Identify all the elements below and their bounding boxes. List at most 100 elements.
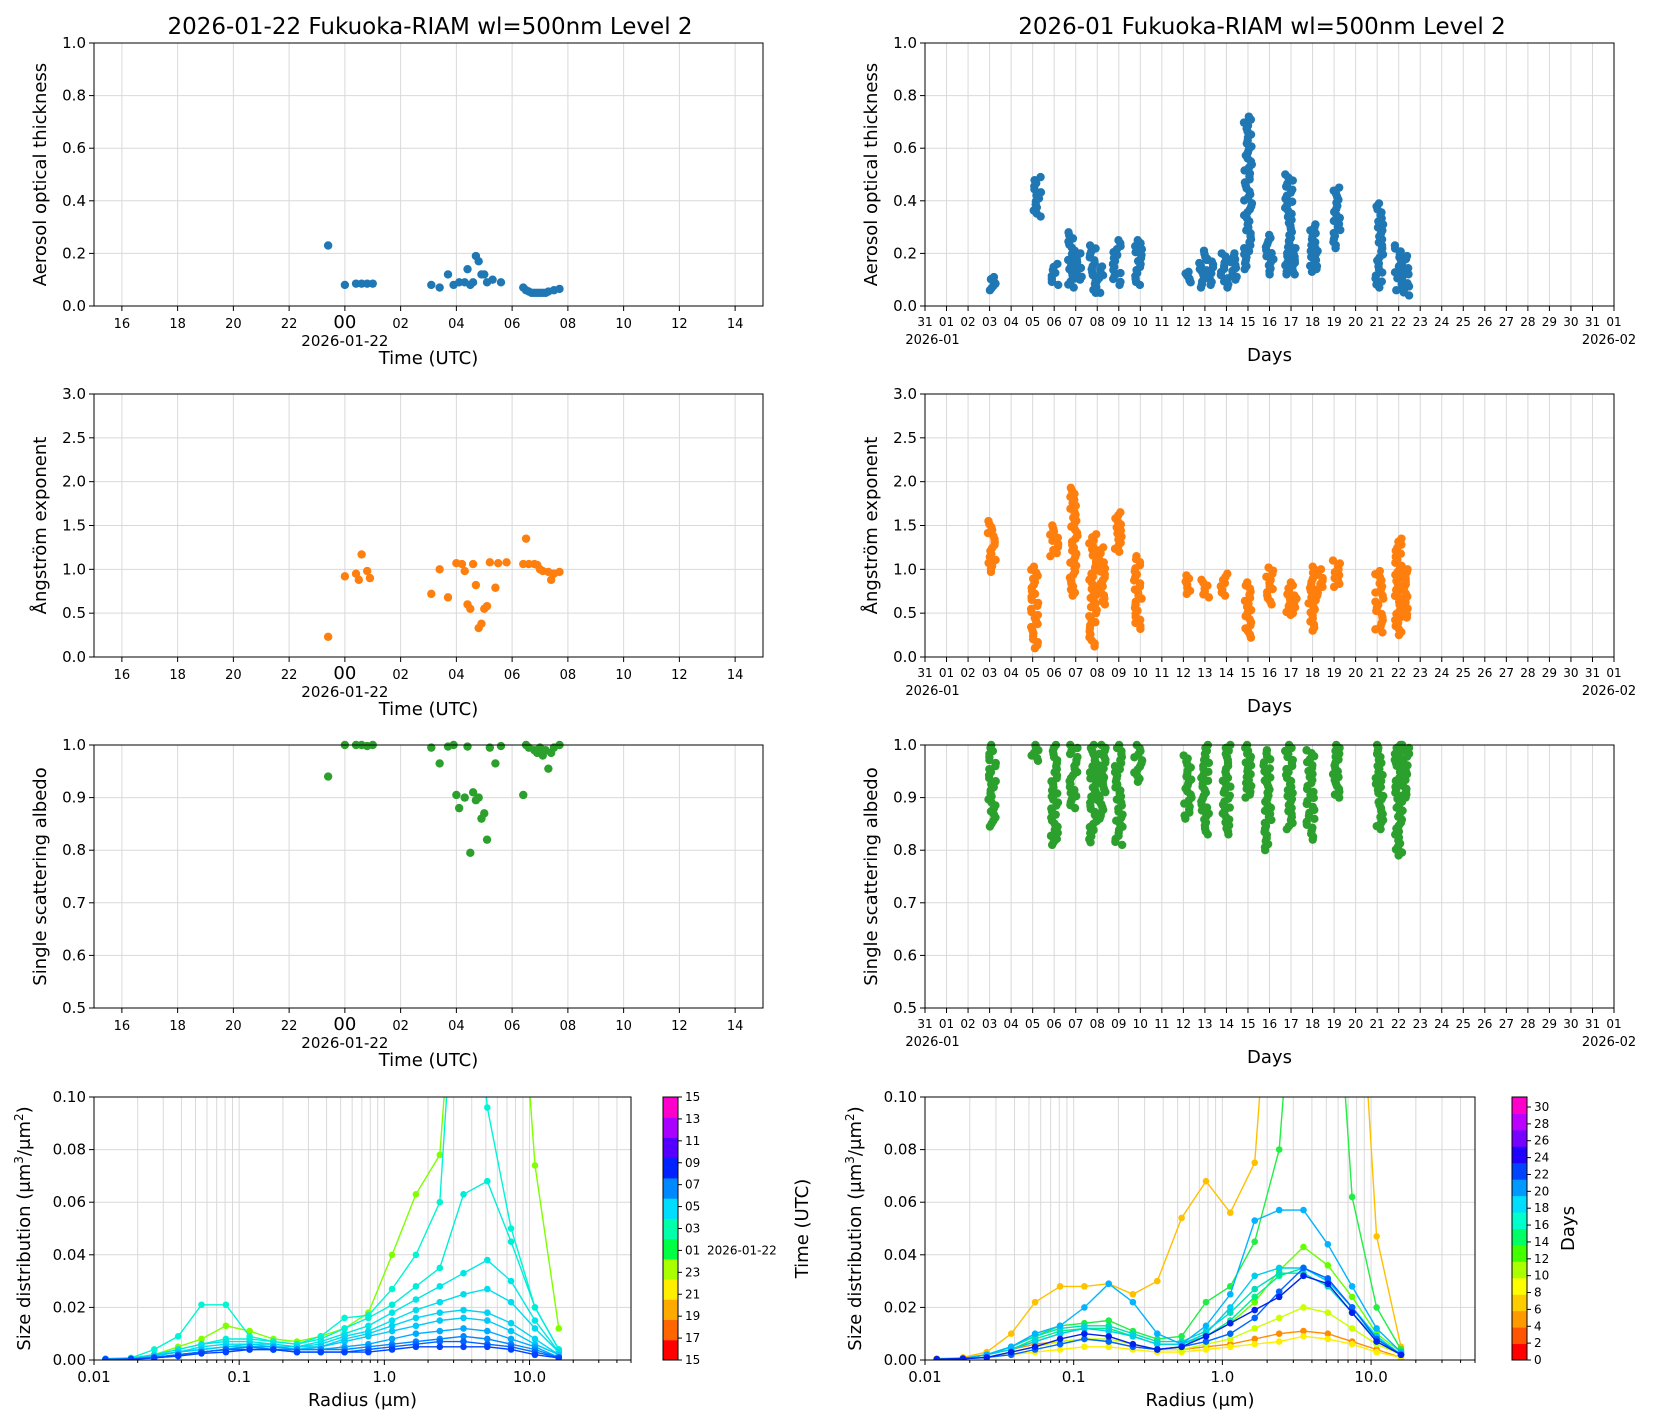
- x-tick-label: 06: [504, 1019, 521, 1034]
- x-tick-label: 16: [114, 668, 131, 683]
- series-point: [555, 1325, 563, 1332]
- series-point: [412, 1296, 420, 1303]
- series-point: [1081, 1330, 1088, 1337]
- series-point: [222, 1322, 230, 1330]
- series-point: [1031, 1330, 1039, 1337]
- x-tick-label: 10: [1133, 315, 1148, 329]
- x-date-left: 2026-01: [905, 333, 959, 348]
- data-points: [323, 241, 564, 298]
- x-tick-label: 27: [1499, 1017, 1514, 1031]
- series-point: [1348, 1309, 1356, 1316]
- series-line: [936, 1209, 1402, 1360]
- series-point: [341, 1314, 348, 1322]
- data-point: [1281, 746, 1290, 756]
- y-tick-label: 0.04: [53, 1246, 86, 1264]
- series-point: [507, 1238, 515, 1245]
- y-tick-label: 0.02: [53, 1298, 86, 1316]
- data-point: [1137, 756, 1147, 765]
- data-point: [457, 559, 467, 569]
- y-tick-label: 1.0: [893, 736, 917, 754]
- data-point: [1116, 508, 1125, 517]
- data-point: [1243, 578, 1252, 587]
- data-point: [474, 257, 483, 266]
- series-point: [102, 1356, 109, 1360]
- series-point: [436, 1198, 444, 1206]
- colorbar-segment: [1512, 1327, 1527, 1345]
- series-point: [1202, 1333, 1210, 1340]
- series-point: [1007, 1348, 1015, 1356]
- series-point: [1348, 1293, 1356, 1301]
- series-point: [150, 1346, 158, 1353]
- x-tick-label: 13: [1197, 666, 1212, 680]
- daily-aot-chart: 16 18 20 22 00 02 04 06 08 10 12 14 2026-01-22 0.0 0.2…: [30, 34, 764, 369]
- series-point: [388, 1285, 396, 1293]
- x-tick-label: 21: [1370, 1017, 1385, 1031]
- plot-frame: [93, 393, 764, 658]
- data-point: [1311, 585, 1321, 594]
- data-point: [493, 558, 503, 568]
- data-point: [1391, 782, 1400, 791]
- series-point: [1031, 1338, 1039, 1345]
- series-point: [1226, 1335, 1234, 1343]
- colorbar-segment: [663, 1177, 678, 1199]
- series-point: [460, 1269, 467, 1277]
- data-point: [482, 601, 492, 611]
- series-point: [1105, 1343, 1113, 1351]
- y-tick-label: 0.7: [893, 894, 917, 912]
- x-tick-label: 08: [560, 668, 577, 683]
- series-point: [460, 1325, 467, 1332]
- series-point: [1251, 1340, 1259, 1348]
- data-point: [1064, 255, 1073, 265]
- series-point: [1202, 1338, 1210, 1345]
- data-point: [1217, 249, 1226, 258]
- data-point: [491, 759, 500, 768]
- series-point: [1275, 1330, 1283, 1337]
- x-axis-label: Radius (μm): [1145, 1390, 1254, 1411]
- data-point: [471, 580, 481, 590]
- data-point: [354, 575, 364, 585]
- data-point: [1309, 787, 1318, 797]
- x-tick-label: 17: [1283, 315, 1298, 329]
- plot-frame: [924, 744, 1615, 1009]
- data-point: [427, 743, 436, 752]
- series-point: [460, 1314, 467, 1322]
- series-point: [1251, 1325, 1259, 1332]
- data-point: [323, 772, 333, 781]
- data-point: [463, 264, 472, 274]
- x-tick-label: 08: [1090, 1017, 1105, 1031]
- x-tick-label: 21: [1370, 315, 1385, 329]
- colorbar-segment: [1512, 1212, 1527, 1229]
- y-tick-label: 0.0: [62, 648, 86, 666]
- colorbar-tick-label: 14: [1534, 1235, 1549, 1249]
- series-point: [1153, 1340, 1161, 1348]
- x-tick-label: 10: [615, 1019, 632, 1034]
- x-date-right: 2026-02: [1582, 1035, 1636, 1050]
- data-point: [1403, 263, 1413, 273]
- x-tick-label: 23: [1413, 1017, 1428, 1031]
- data-point: [435, 759, 444, 768]
- x-tick-label: 30: [1563, 666, 1578, 680]
- series-point: [1251, 1298, 1259, 1306]
- data-point: [1239, 118, 1249, 127]
- series-point: [959, 1355, 967, 1360]
- colorbar-tick-label: 13: [685, 1112, 700, 1126]
- y-tick-label: 0.5: [893, 999, 917, 1017]
- y-tick-label: 0.08: [884, 1141, 917, 1159]
- right-title: 2026-01 Fukuoka-RIAM wl=500nm Level 2: [1018, 14, 1506, 40]
- series-point: [1275, 1314, 1283, 1322]
- series-point: [1007, 1343, 1015, 1351]
- x-tick-label: 02: [392, 668, 409, 683]
- series-point: [1129, 1290, 1137, 1298]
- y-tick-label: 0.8: [893, 87, 917, 105]
- colorbar-segment: [663, 1319, 678, 1341]
- series-point: [933, 1355, 941, 1360]
- daily-ssa-chart: 16 18 20 22 00 02 04 06 08 10 12 14 2026-01-22 0.5 0.6…: [30, 736, 764, 1071]
- series-point: [388, 1346, 396, 1353]
- series-point: [484, 1327, 491, 1335]
- y-tick-label: 0.2: [62, 244, 86, 262]
- daily-angstrom-chart: 16 18 20 22 00 02 04 06 08 10 12 14 2026-01-22 0.0 0.5…: [29, 385, 764, 720]
- data-point: [1036, 172, 1045, 182]
- x-tick-label: 04: [448, 317, 465, 332]
- x-tick-label: 28: [1520, 1017, 1535, 1031]
- y-axis-label: Size distribution (μm3/μm2): [843, 1106, 866, 1350]
